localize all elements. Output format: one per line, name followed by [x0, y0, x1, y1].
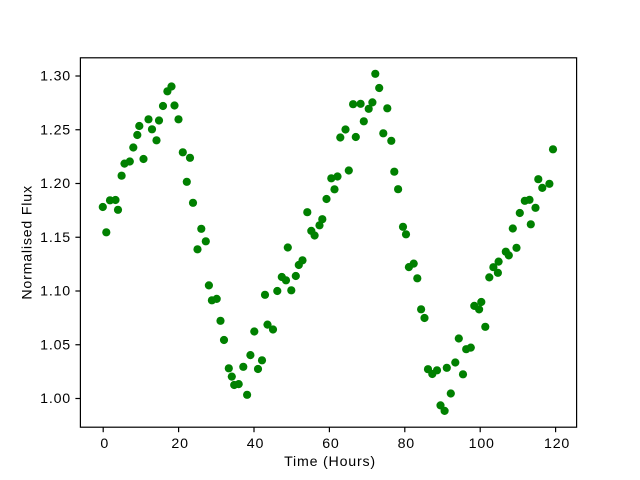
svg-text:1.15: 1.15: [40, 230, 71, 246]
svg-text:Time (Hours): Time (Hours): [284, 454, 376, 470]
svg-text:80: 80: [398, 436, 415, 452]
svg-text:40: 40: [247, 436, 264, 452]
svg-text:1.30: 1.30: [40, 69, 71, 85]
svg-text:1.05: 1.05: [40, 337, 71, 353]
svg-text:120: 120: [544, 436, 570, 452]
svg-text:1.25: 1.25: [40, 122, 71, 138]
svg-text:Normalised Flux: Normalised Flux: [20, 185, 36, 300]
svg-text:1.10: 1.10: [40, 284, 71, 300]
svg-text:1.20: 1.20: [40, 176, 71, 192]
svg-text:1.00: 1.00: [40, 391, 71, 407]
svg-text:20: 20: [171, 436, 188, 452]
svg-text:100: 100: [469, 436, 495, 452]
svg-text:60: 60: [322, 436, 339, 452]
svg-text:0: 0: [100, 436, 109, 452]
